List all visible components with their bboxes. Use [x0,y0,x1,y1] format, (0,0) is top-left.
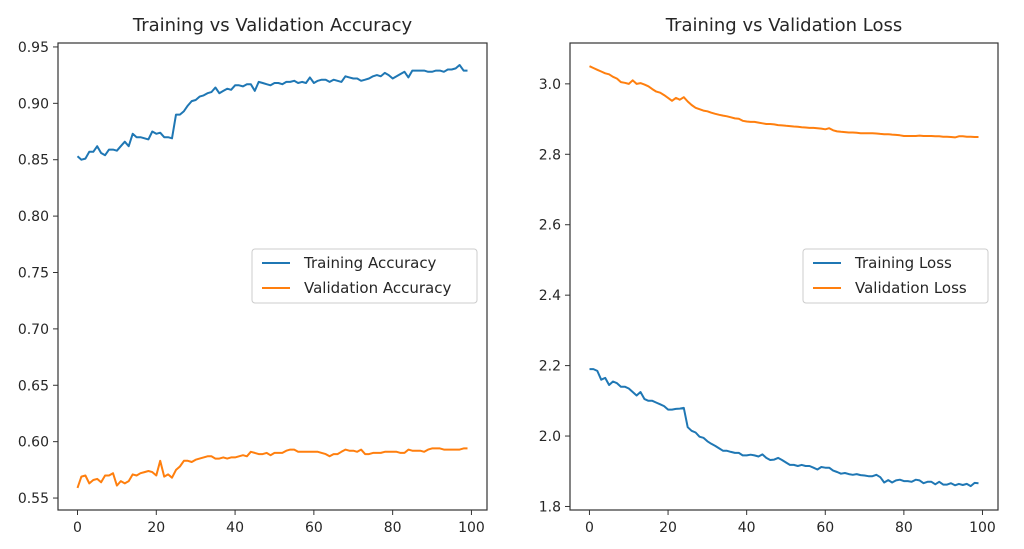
y-tick-label: 0.65 [18,378,49,394]
y-tick-label: 2.6 [539,218,561,234]
x-tick-label: 80 [384,520,402,536]
x-tick-label: 40 [738,520,756,536]
y-tick-label: 2.0 [539,429,561,445]
x-tick-label: 60 [305,520,323,536]
x-tick-label: 0 [73,520,82,536]
axes-frame [57,42,488,511]
y-tick-label: 0.90 [18,96,49,112]
legend: Training Loss Validation Loss [802,248,989,304]
legend-frame [802,248,989,304]
y-tick-label: 2.2 [539,359,561,375]
legend-frame [251,248,478,304]
x-tick-label: 80 [895,520,913,536]
series-line-1 [589,65,979,139]
x-tick-label: 100 [969,520,996,536]
series-line-0 [589,368,979,488]
legend: Training Accuracy Validation Accuracy [251,248,478,304]
y-tick-label: 2.4 [539,288,561,304]
legend-label-0: Training Loss [854,254,952,272]
y-tick-label: 0.95 [18,40,49,56]
x-tick-label: 40 [226,520,244,536]
chart-1: Training vs Validation Loss 0 20 40 60 80 100 1… [539,15,999,536]
axes-frame [569,42,999,511]
y-tick-label: 0.55 [18,491,49,507]
x-tick-label: 20 [147,520,165,536]
y-tick-label: 0.75 [18,265,49,281]
series-line-0 [76,64,468,161]
legend-label-0: Training Accuracy [303,254,437,272]
y-tick-label: 0.85 [18,153,49,169]
y-tick-label: 0.80 [18,209,49,225]
chart-title: Training vs Validation Accuracy [132,15,413,36]
series-line-1 [76,447,468,489]
x-tick-label: 0 [585,520,594,536]
legend-label-1: Validation Accuracy [304,279,451,297]
x-tick-label: 20 [659,520,677,536]
y-tick-label: 2.8 [539,147,561,163]
x-tick-label: 100 [458,520,485,536]
legend-label-1: Validation Loss [855,279,967,297]
chart-0: Training vs Validation Accuracy 0 20 40 60 80… [18,15,488,536]
chart-title: Training vs Validation Loss [665,15,903,36]
x-tick-label: 60 [816,520,834,536]
y-tick-label: 1.8 [539,499,561,515]
y-tick-label: 0.70 [18,322,49,338]
y-tick-label: 3.0 [539,77,561,93]
y-tick-label: 0.60 [18,435,49,451]
